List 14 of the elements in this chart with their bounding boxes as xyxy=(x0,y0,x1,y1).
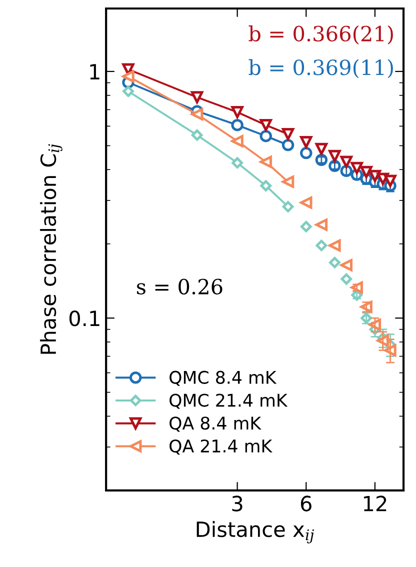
y-axis-title: Phase correlation C$_{ij}$ xyxy=(40,144,62,354)
legend-label: QA 8.4 mK xyxy=(170,416,262,432)
x-tick-label: 3 xyxy=(232,496,242,512)
annotation: b = 0.369(11) xyxy=(248,59,393,78)
y-tick-label: 0.1 xyxy=(69,310,100,326)
x-tick-label: 6 xyxy=(300,496,312,512)
legend-label: QMC 8.4 mK xyxy=(170,370,277,386)
annotation: s = 0.26 xyxy=(136,278,222,295)
legend-label: QA 21.4 mK xyxy=(170,439,272,455)
y-tick-label: 1 xyxy=(90,64,100,80)
x-tick-label: 12 xyxy=(364,496,386,512)
x-axis-title: Distance x$_{ij}$ xyxy=(196,521,314,544)
legend-label: QMC 21.4 mK xyxy=(170,394,288,409)
annotation: b = 0.366(21) xyxy=(248,25,393,44)
